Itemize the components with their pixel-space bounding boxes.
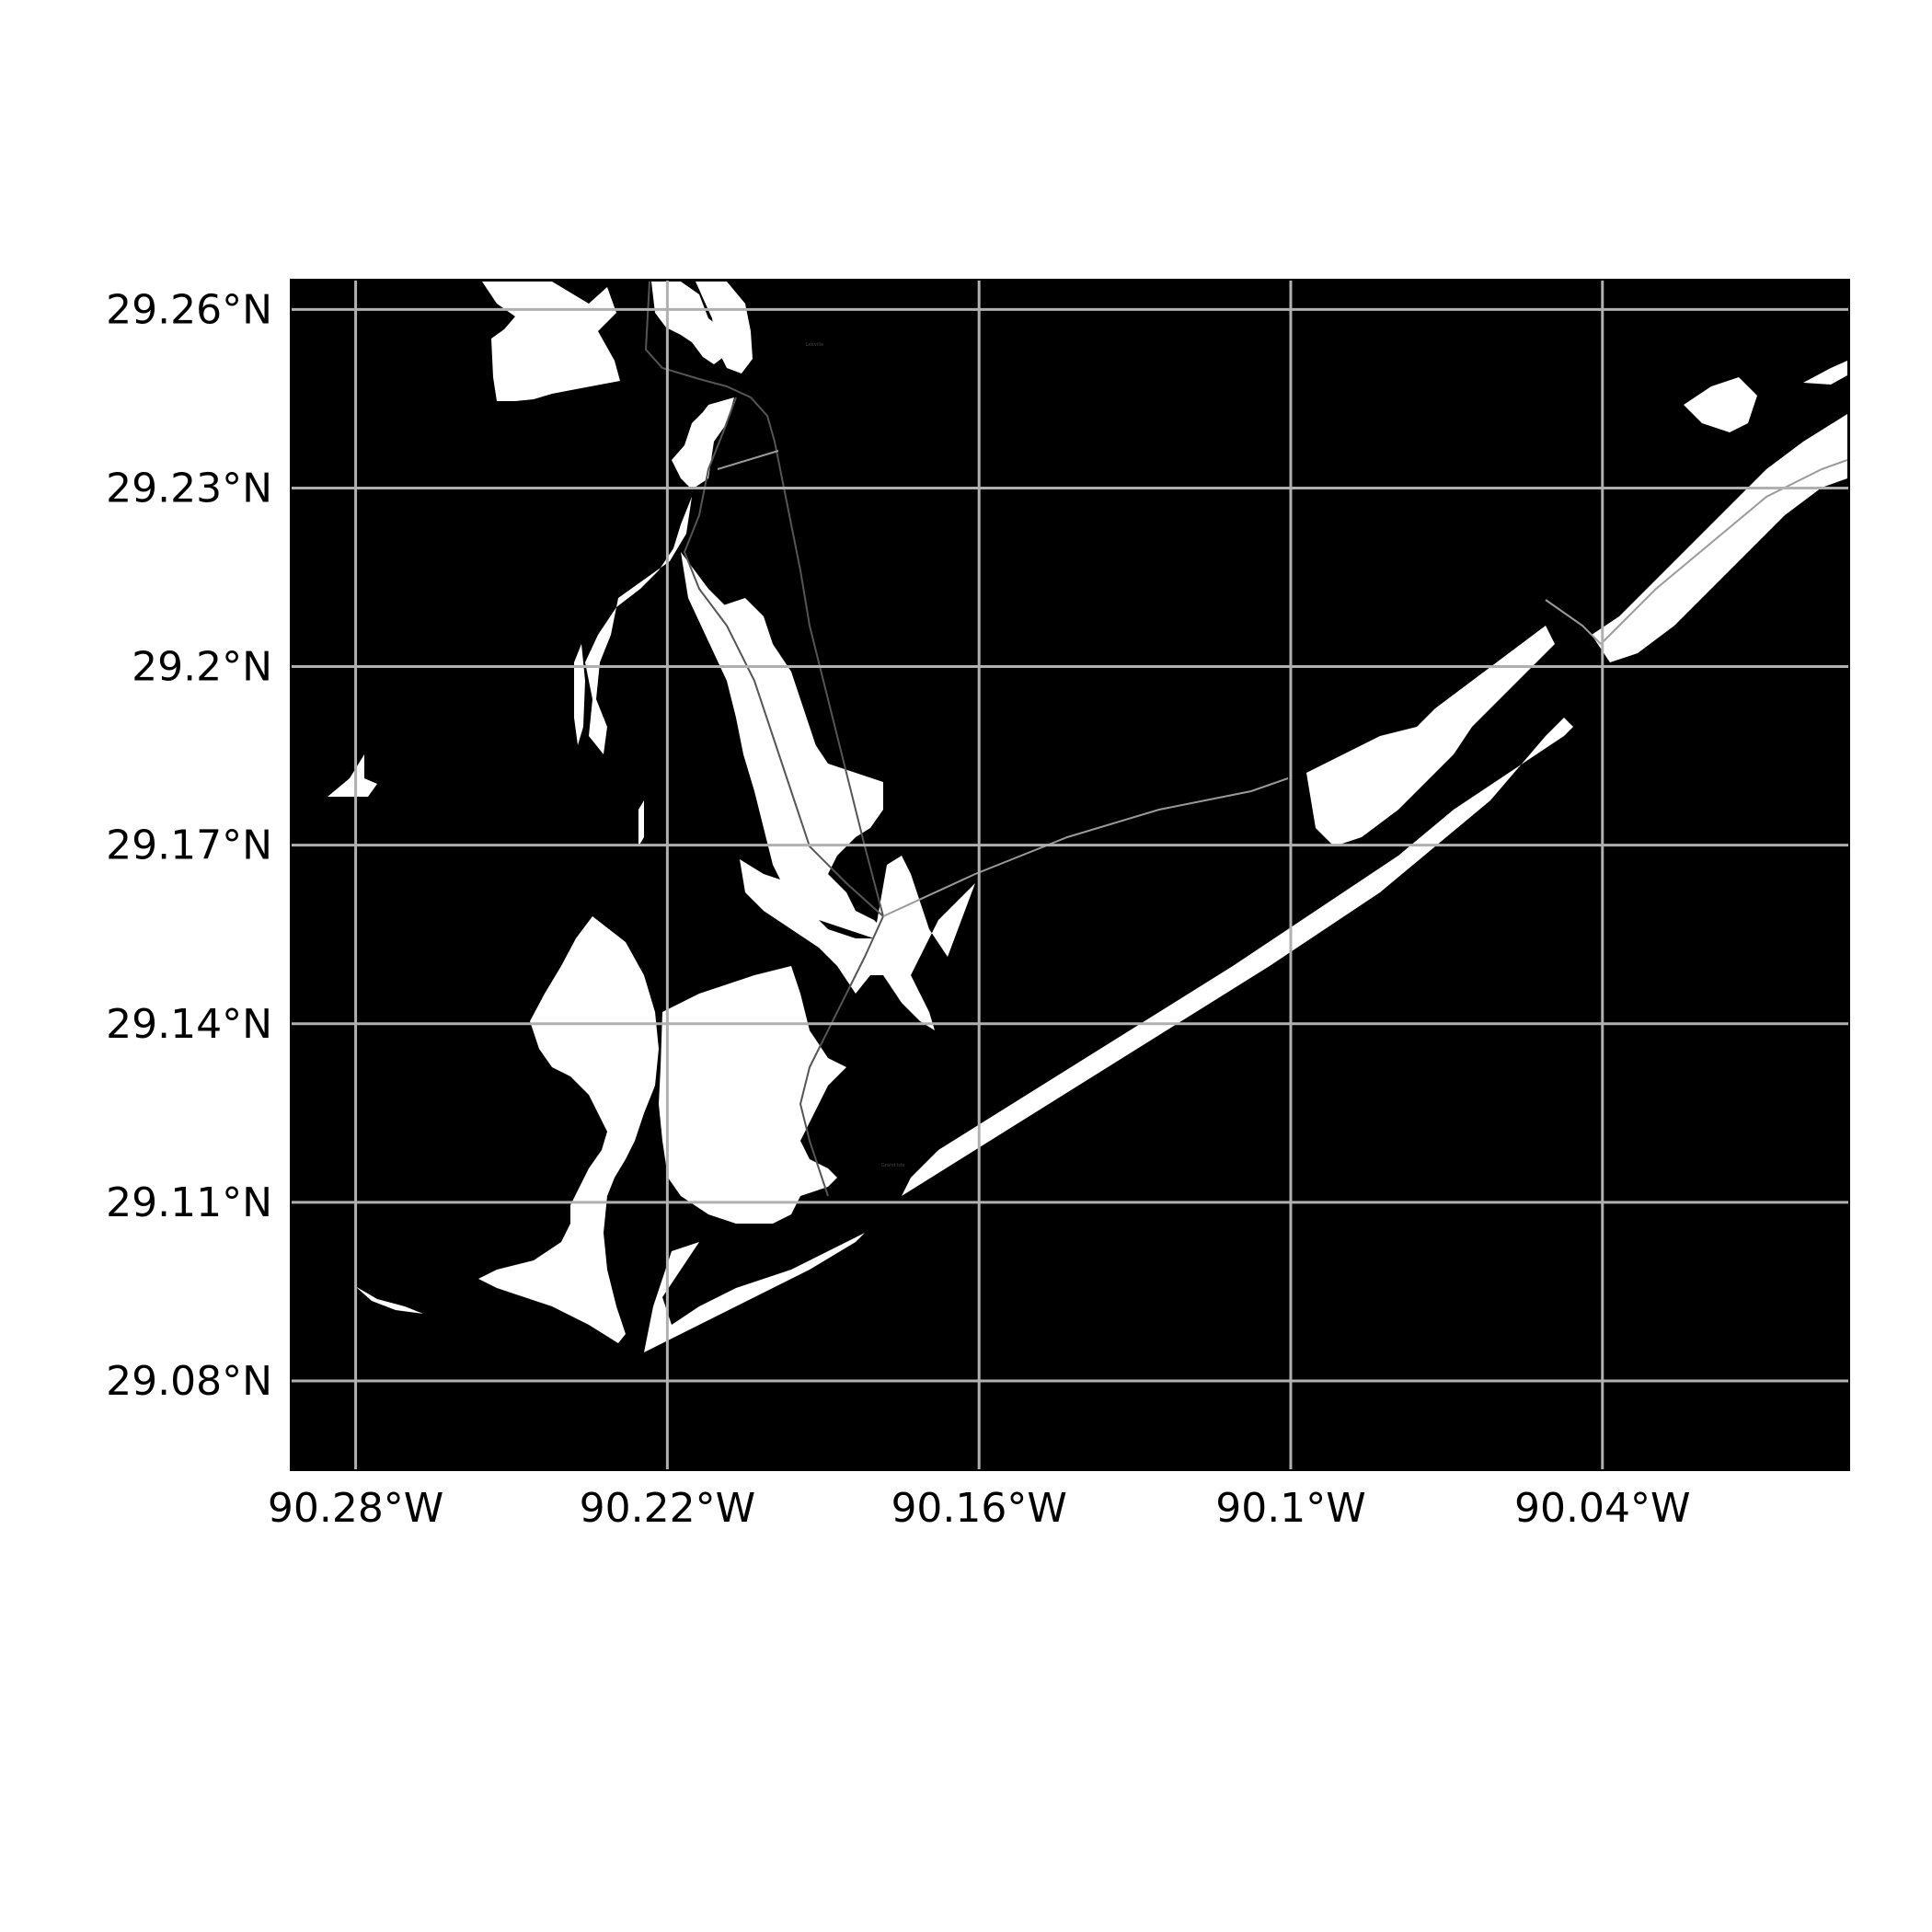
land-north-marsh-2 [651, 282, 729, 364]
land-north-marsh [482, 282, 620, 401]
roads-layer [644, 281, 1848, 1197]
gridlines-longitude [354, 280, 1604, 1470]
land-west-sliver-2 [638, 800, 644, 846]
gridlines-latitude [291, 307, 1849, 1383]
y-tick-label: 29.23°N [106, 465, 272, 512]
x-tick-label: 90.28°W [268, 1485, 443, 1532]
land-northeast-islet [1684, 377, 1757, 432]
x-tick-label: 90.04°W [1514, 1485, 1690, 1532]
land-barrier-island [902, 718, 1573, 1196]
road-barrier-causeway [882, 777, 1289, 917]
x-tick-label: 90.1°W [1215, 1485, 1365, 1532]
land-west-sliver [574, 644, 585, 745]
land-layer [328, 282, 1847, 1352]
land-east-marsh [1306, 626, 1555, 846]
land-central-junction [740, 856, 994, 1030]
road-north-spur [717, 450, 779, 470]
land-bayou-ridge-west [672, 397, 734, 489]
latitude-tick-labels: 29.26°N 29.23°N 29.2°N 29.17°N 29.14°N 29.11°… [106, 286, 272, 1405]
y-tick-label: 29.11°N [106, 1179, 272, 1226]
land-bayou-ridge-mid [585, 497, 692, 754]
land-northeast-beach [1592, 414, 1847, 662]
y-tick-label: 29.08°N [106, 1358, 272, 1405]
y-tick-label: 29.17°N [106, 822, 272, 869]
land-south-spit [644, 1196, 902, 1352]
land-far-east-islet [1803, 361, 1847, 385]
land-southern-island [659, 966, 846, 1224]
road-east-spur [1545, 459, 1848, 646]
y-tick-label: 29.14°N [106, 1001, 272, 1048]
x-tick-label: 90.16°W [891, 1485, 1066, 1532]
place-label-north: Leeville [806, 342, 823, 348]
land-west-islet [328, 754, 377, 797]
longitude-tick-labels: 90.28°W 90.22°W 90.16°W 90.1°W 90.04°W [268, 1485, 1691, 1532]
road-bayou-highway [683, 397, 885, 1197]
land-bayou-east-marsh-2 [718, 598, 819, 764]
y-tick-label: 29.2°N [132, 644, 272, 691]
land-bayou-east-marsh [681, 552, 883, 938]
land-north-marsh-3 [696, 282, 753, 374]
road-highway-north [644, 281, 884, 917]
place-label-south: Grand Isle [881, 1163, 904, 1168]
x-tick-label: 90.22°W [580, 1485, 755, 1532]
map-frame [290, 279, 1850, 1471]
y-tick-label: 29.26°N [106, 286, 272, 333]
